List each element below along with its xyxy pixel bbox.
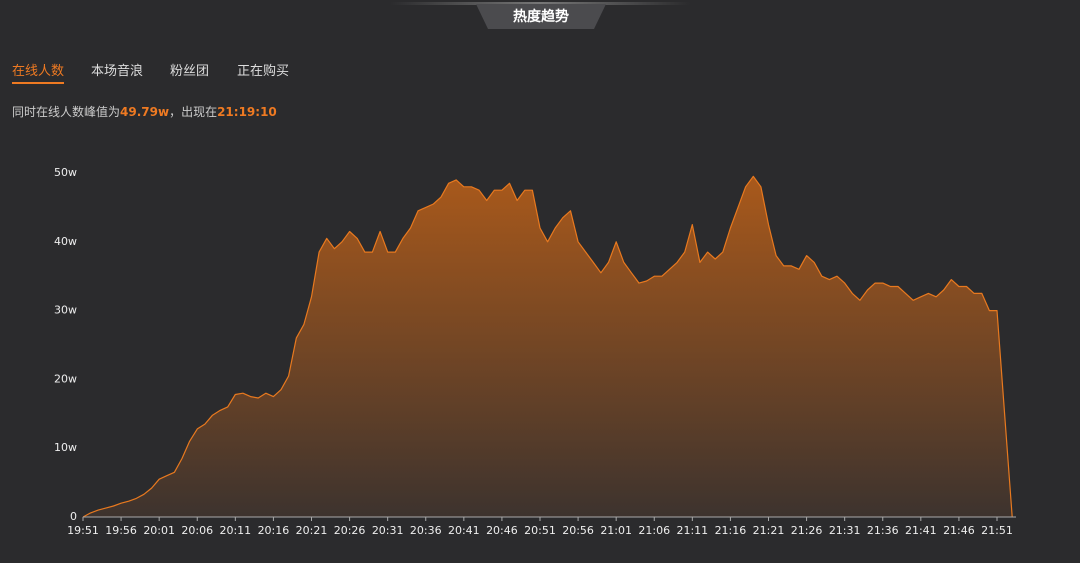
y-tick-label: 10w bbox=[54, 441, 77, 454]
x-tick-label: 19:51 bbox=[67, 524, 99, 537]
x-tick-label: 21:06 bbox=[638, 524, 670, 537]
x-tick-label: 20:06 bbox=[181, 524, 213, 537]
x-tick-label: 20:21 bbox=[296, 524, 328, 537]
line bbox=[82, 175, 1013, 518]
x-tick-label: 20:26 bbox=[334, 524, 366, 537]
tab[interactable]: 粉丝团 bbox=[170, 64, 210, 79]
x-tick-label: 21:16 bbox=[715, 524, 747, 537]
tab[interactable]: 在线人数 bbox=[12, 60, 65, 84]
y-tick-label: 30w bbox=[54, 304, 77, 317]
tab[interactable]: 正在购买 bbox=[237, 64, 290, 79]
x-tick-label: 21:11 bbox=[676, 524, 708, 537]
x-tick-label: 21:26 bbox=[791, 524, 823, 537]
x-tick-label: 21:46 bbox=[943, 524, 975, 537]
summary-text: ，出现在 bbox=[169, 105, 218, 119]
header-line bbox=[390, 2, 690, 5]
x-tick-label: 20:36 bbox=[410, 524, 442, 537]
x-tick-label: 21:36 bbox=[867, 524, 899, 537]
x-tick-label: 20:41 bbox=[448, 524, 480, 537]
summary: 同时在线人数峰值为49.79w，出现在21:19:10 bbox=[12, 103, 277, 120]
y-tick-label: 50w bbox=[54, 166, 77, 179]
x-tick-label: 20:51 bbox=[524, 524, 556, 537]
peak-time: 21:19:10 bbox=[217, 105, 277, 119]
peak-value: 49.79w bbox=[120, 105, 170, 119]
x-tick-label: 20:11 bbox=[219, 524, 251, 537]
x-tick-label: 19:56 bbox=[105, 524, 137, 537]
x-tick-label: 21:31 bbox=[829, 524, 861, 537]
x-tick-label: 21:21 bbox=[753, 524, 785, 537]
y-tick-label: 20w bbox=[54, 372, 77, 385]
header-title: 热度趋势 bbox=[513, 8, 569, 25]
x-tick-label: 20:16 bbox=[258, 524, 290, 537]
x-tick-label: 21:41 bbox=[905, 524, 937, 537]
x-tick-label: 20:31 bbox=[372, 524, 404, 537]
y-tick-label: 40w bbox=[54, 235, 77, 248]
x-tick-label: 20:46 bbox=[486, 524, 518, 537]
header-tab bbox=[476, 4, 606, 29]
area bbox=[83, 176, 1013, 517]
x-tick-label: 20:56 bbox=[562, 524, 594, 537]
x-tick-label: 21:51 bbox=[981, 524, 1013, 537]
tab[interactable]: 本场音浪 bbox=[91, 64, 144, 79]
x-tick-label: 20:01 bbox=[143, 524, 175, 537]
x-tick-label: 21:01 bbox=[600, 524, 632, 537]
summary-text: 同时在线人数峰值为 bbox=[12, 105, 121, 119]
y-tick-label: 0 bbox=[70, 510, 77, 523]
